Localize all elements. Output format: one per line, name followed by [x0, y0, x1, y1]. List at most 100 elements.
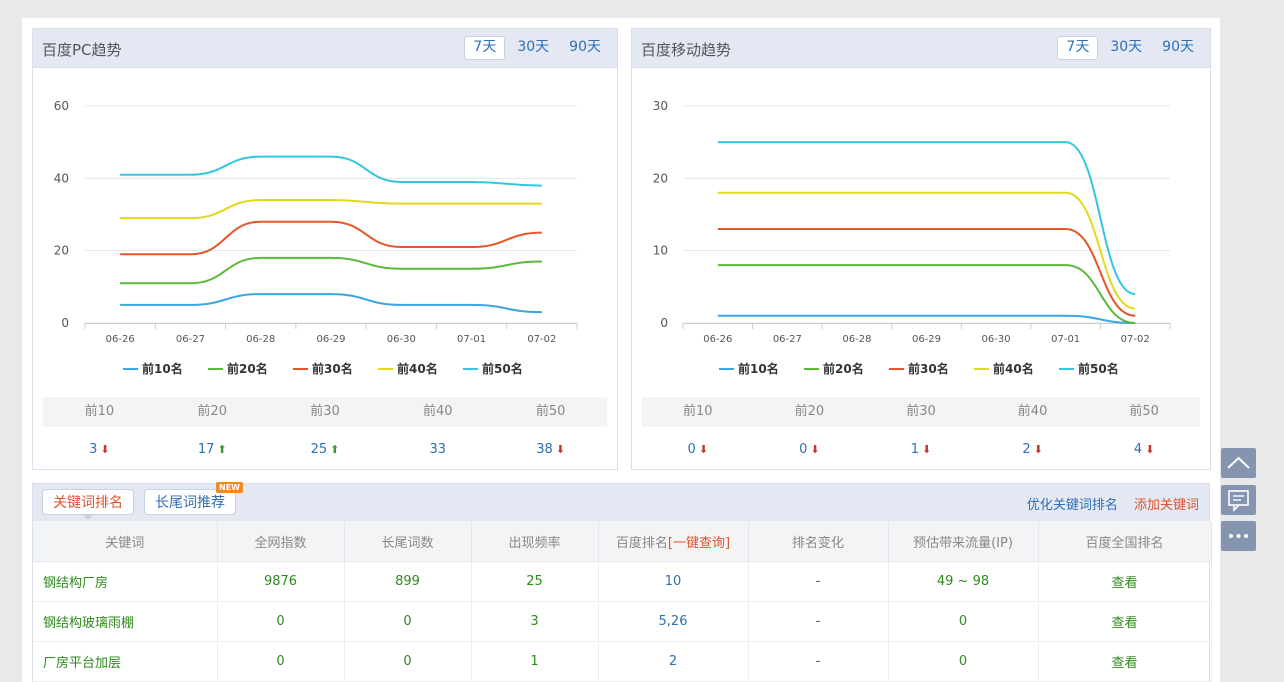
arrow-down-icon: ⬇	[698, 443, 709, 456]
pc-summary-label: 前50	[535, 404, 566, 419]
col-longtail: 长尾词数	[344, 521, 472, 562]
frequency-cell: 3	[471, 601, 599, 642]
mobile-summary-value: 0 ⬇	[642, 439, 754, 461]
mobile-tab-7d[interactable]: 7天	[1057, 36, 1099, 60]
mobile-summary-label: 前40	[1017, 404, 1048, 419]
table-row: 钢结构厂房 9876 899 25 10-49 ~ 98 查看	[33, 561, 1212, 602]
mobile-range-tabs: 7天 30天 90天	[1053, 36, 1202, 60]
series-line	[717, 191, 1136, 310]
arrow-down-icon: ⬇	[1145, 443, 1155, 456]
pc-summary-label: 前30	[310, 404, 340, 419]
series-line	[120, 256, 542, 285]
mobile-summary-number: 1	[910, 442, 920, 457]
arrow-down-icon: ⬇	[810, 443, 820, 456]
pc-trend-chart: 0 20 40 60 06-26 06-27 06-28 06-29 06-30 07-01 07-…	[54, 99, 578, 376]
pc-tab-30d[interactable]: 30天	[517, 39, 550, 55]
x-tick-label: 06-26	[106, 334, 135, 345]
pc-trend-header: 百度PC趋势 7天 30天 90天	[33, 29, 617, 68]
col-index: 全网指数	[217, 521, 345, 562]
legend-label[interactable]: 前20名	[227, 361, 268, 376]
legend-label[interactable]: 前10名	[738, 361, 779, 376]
pc-summary-value: 17 ⬆	[156, 439, 269, 461]
pc-summary-label: 前10	[84, 404, 115, 419]
arrow-down-icon: ⬇	[922, 443, 932, 456]
col-rank-change: 排名变化	[748, 521, 889, 562]
pc-tab-90d[interactable]: 90天	[569, 39, 601, 55]
back-to-top-button[interactable]	[1221, 448, 1256, 478]
keyword-cell[interactable]: 钢结构厂房	[33, 561, 218, 602]
legend-label[interactable]: 前50名	[1078, 361, 1119, 376]
mobile-trend-header: 百度移动趋势 7天 30天 90天	[632, 29, 1210, 68]
more-button[interactable]	[1221, 521, 1256, 551]
y-tick-label: 60	[54, 99, 69, 113]
mobile-summary-label: 前10	[683, 404, 713, 419]
mobile-summary-number: 2	[1022, 442, 1031, 457]
pc-tab-7d[interactable]: 7天	[464, 36, 506, 60]
index-cell: 0	[217, 641, 345, 682]
tab-keyword-ranking[interactable]: 关键词排名	[42, 489, 134, 520]
series-line	[717, 141, 1136, 296]
mobile-tab-90d[interactable]: 90天	[1162, 39, 1194, 55]
pc-summary-value: 25 ⬆	[269, 439, 382, 461]
longtail-cell: 0	[344, 641, 472, 682]
feedback-button[interactable]	[1221, 485, 1256, 515]
x-tick-label: 07-02	[1121, 334, 1150, 345]
keyword-cell[interactable]: 厂房平台加层	[33, 641, 218, 682]
tab-longtail-recommend[interactable]: 长尾词推荐 NEW	[144, 482, 243, 515]
mobile-tab-30d[interactable]: 30天	[1110, 39, 1143, 55]
index-cell: 0	[217, 601, 345, 642]
pc-summary-value: 38 ⬇	[494, 439, 607, 461]
pc-summary-value: 33	[381, 439, 494, 461]
legend-label[interactable]: 前40名	[993, 361, 1034, 376]
y-tick-label: 10	[653, 244, 668, 258]
page: 百度PC趋势 7天 30天 90天 0 20 40 60 06-26 06-27 06-28…	[22, 18, 1220, 682]
pc-summary-number: 3	[89, 442, 98, 457]
tab-keyword-ranking-label: 关键词排名	[53, 495, 123, 511]
x-tick-label: 07-01	[1051, 334, 1080, 345]
pc-summary-label: 前20	[197, 404, 227, 419]
keyword-table: 关键词 全网指数 长尾词数 出现频率 百度排名[一键查询] 排名变化 预估带来流…	[33, 521, 1212, 682]
keyword-actions: 优化关键词排名 添加关键词	[1015, 494, 1199, 513]
keyword-cell[interactable]: 钢结构玻璃雨棚	[33, 601, 218, 642]
pc-trend-title: 百度PC趋势	[42, 41, 122, 59]
arrow-down-icon: ⬇	[555, 443, 565, 456]
one-click-query-link[interactable]: [一键查询]	[667, 535, 731, 551]
y-tick-label: 20	[653, 171, 668, 185]
frequency-cell: 1	[471, 641, 599, 682]
rank-cell: 2	[598, 641, 749, 682]
traffic-cell: 49 ~ 98	[888, 561, 1039, 602]
col-keyword: 关键词	[33, 521, 218, 562]
table-row: 厂房平台加层 0 0 1 2-0 查看	[33, 641, 1212, 682]
legend-label[interactable]: 前30名	[908, 361, 949, 376]
x-tick-label: 06-30	[387, 334, 416, 345]
arrow-down-icon: ⬇	[100, 443, 110, 456]
legend-label[interactable]: 前10名	[142, 361, 183, 376]
x-tick-label: 06-29	[912, 334, 941, 345]
rank-cell: 10	[598, 561, 749, 602]
series-line	[120, 199, 542, 220]
view-link[interactable]: 查看	[1038, 601, 1212, 642]
mobile-summary-value: 0 ⬇	[754, 439, 866, 461]
mobile-trend-panel: 百度移动趋势 7天 30天 90天 0 10 20 30 06-26 06-27 06-28…	[631, 28, 1211, 470]
series-line	[120, 220, 542, 256]
x-tick-label: 07-02	[527, 334, 556, 345]
legend-label[interactable]: 前50名	[482, 361, 523, 376]
pc-summary-number: 25	[310, 442, 328, 457]
pc-summary-number: 38	[536, 442, 553, 457]
rank-cell: 5,26	[598, 601, 749, 642]
arrow-up-icon	[1227, 456, 1250, 469]
legend-label[interactable]: 前20名	[823, 361, 864, 376]
frequency-cell: 25	[471, 561, 599, 602]
legend-label[interactable]: 前30名	[312, 361, 353, 376]
legend-label[interactable]: 前40名	[397, 361, 438, 376]
rank-change-cell: -	[748, 601, 889, 642]
optimize-ranking-link[interactable]: 优化关键词排名	[1026, 498, 1118, 513]
view-link[interactable]: 查看	[1038, 641, 1212, 682]
mobile-trend-title: 百度移动趋势	[641, 41, 732, 59]
rank-change-cell: -	[748, 641, 889, 682]
add-keyword-link[interactable]: 添加关键词	[1133, 498, 1199, 513]
pc-summary-label: 前40	[423, 404, 453, 419]
arrow-up-icon: ⬆	[217, 443, 227, 456]
view-link[interactable]: 查看	[1038, 561, 1212, 602]
pc-summary-value: 3 ⬇	[43, 439, 156, 461]
